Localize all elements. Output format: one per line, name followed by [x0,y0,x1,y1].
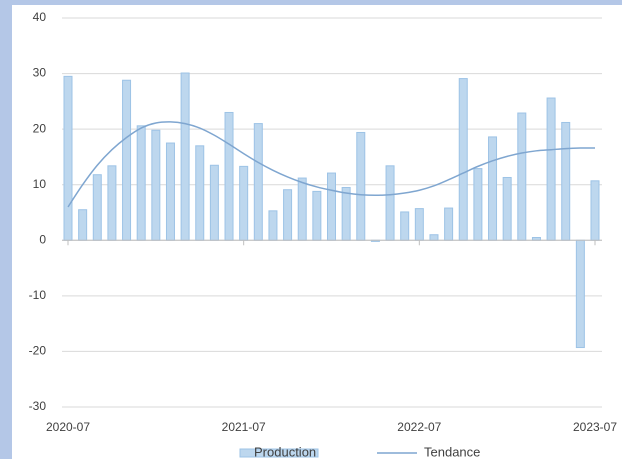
y-tick-label: -10 [29,288,47,302]
bar [92,174,102,241]
legend-label: Tendance [424,444,480,459]
bar [239,165,249,241]
x-tick-label: 2021-07 [222,420,266,434]
bar [561,121,571,241]
bar [473,168,483,241]
bar [575,239,585,349]
bar [458,78,468,241]
bar [268,210,278,241]
bar [444,207,454,241]
x-tick-label: 2020-07 [46,420,90,434]
x-tick-label: 2023-07 [573,420,617,434]
bar [590,180,600,241]
bar [122,79,132,241]
bar [165,142,175,241]
bar [488,136,498,241]
bar [107,165,117,241]
y-tick-label: 0 [39,232,46,246]
x-tick-label: 2022-07 [397,420,441,434]
bar [400,211,410,241]
bar [429,234,439,241]
bar [151,129,161,241]
bar [312,190,322,241]
bar [180,72,190,241]
bar [327,172,336,241]
bar [414,208,424,241]
bar [63,75,73,241]
bar [283,189,293,241]
bar [209,164,219,241]
bar [502,176,512,241]
bar [136,125,146,241]
y-tick-label: 30 [33,66,47,80]
y-tick-label: -30 [29,399,47,413]
bar [385,165,395,241]
bar [224,111,234,241]
trend-line [67,121,596,208]
bar [195,145,205,241]
bar [341,186,351,241]
legend-label: Production [254,444,316,459]
y-tick-label: 10 [33,177,47,191]
bar [253,123,263,241]
bar [546,97,556,241]
y-tick-label: 20 [33,121,47,135]
bar [356,131,366,241]
y-tick-label: 40 [33,10,47,24]
bar [297,177,307,241]
y-tick-label: -20 [29,344,47,358]
bar [517,112,527,241]
bar [78,209,88,241]
legend-swatch [239,448,319,458]
